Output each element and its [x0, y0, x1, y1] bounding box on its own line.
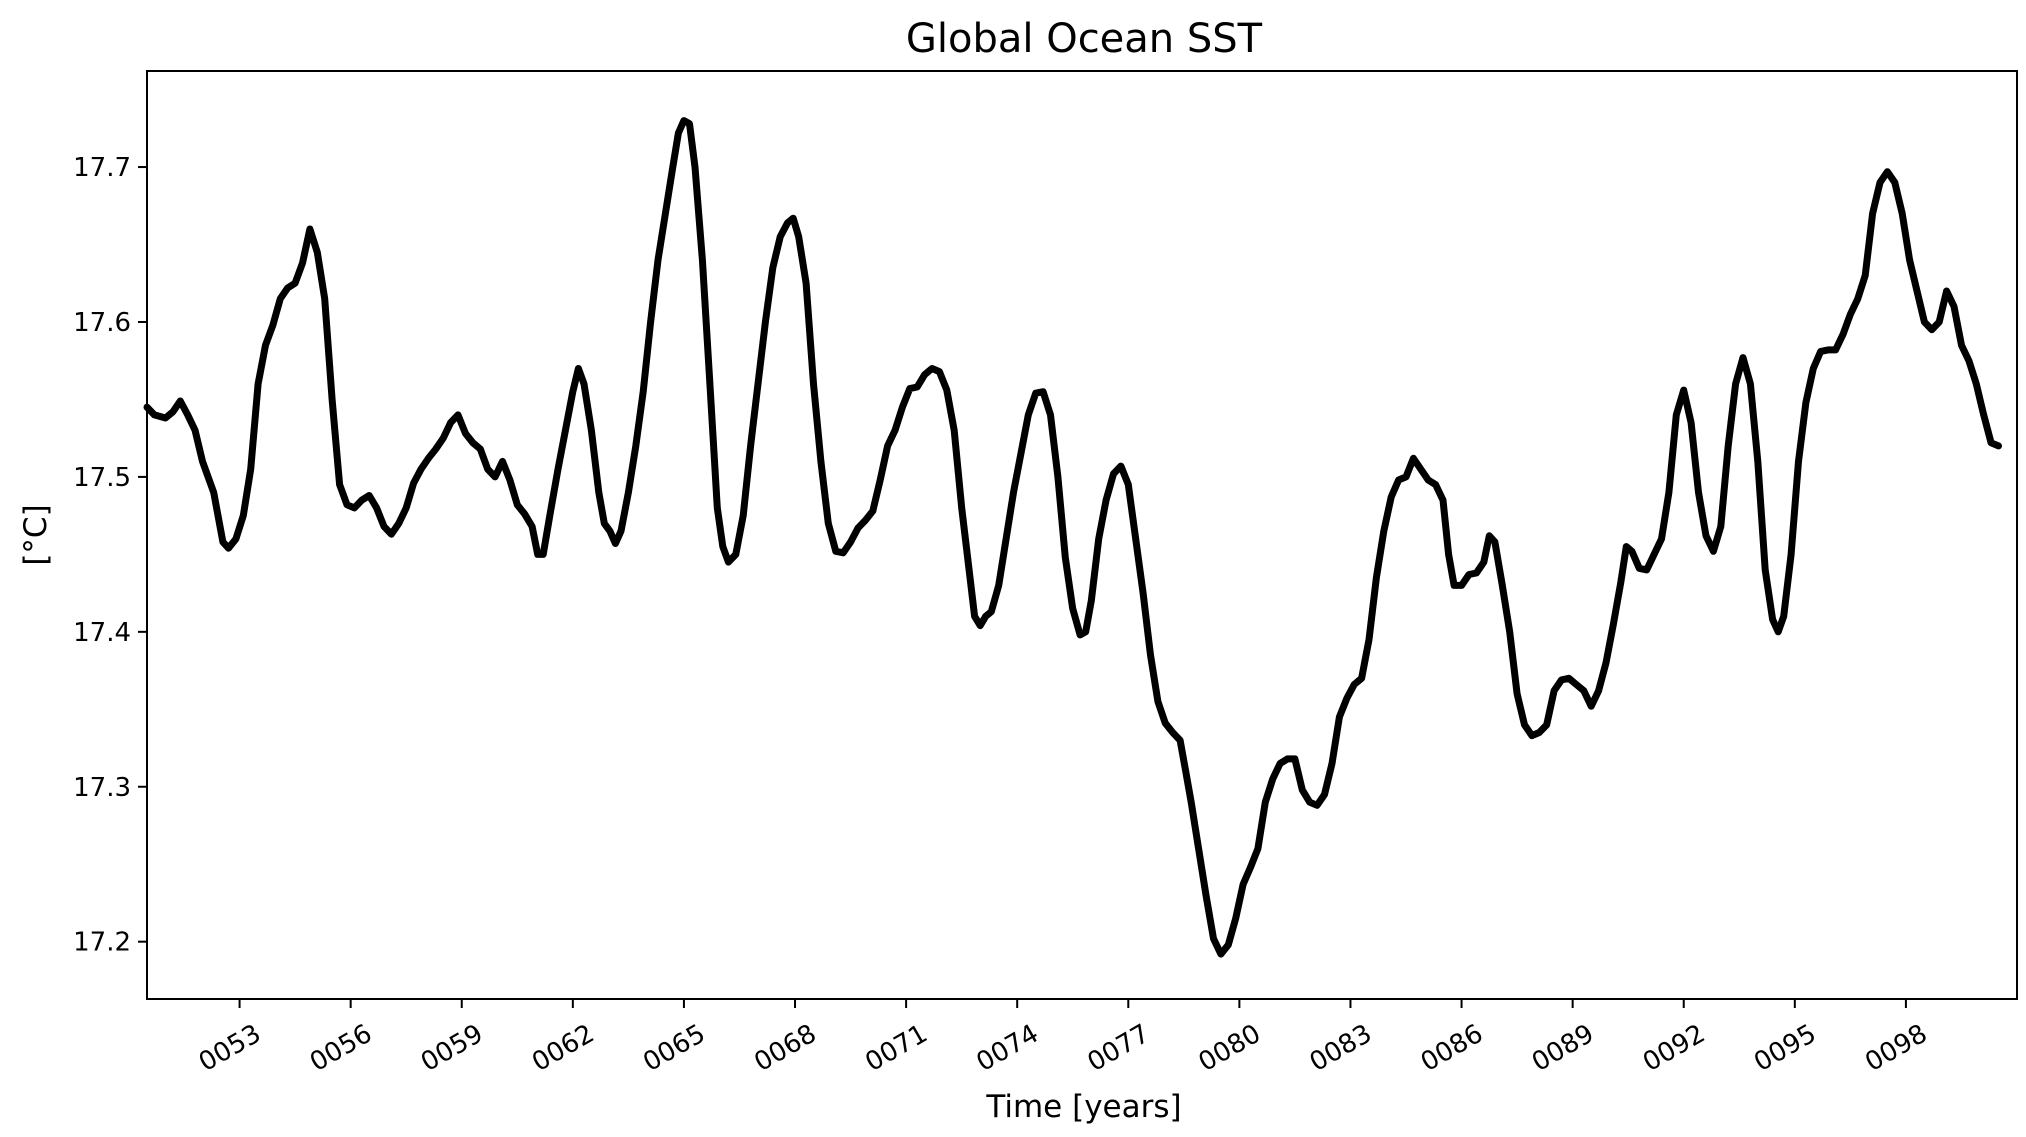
x-tick-label: 0080	[1194, 1019, 1266, 1078]
x-tick-label: 0071	[860, 1019, 932, 1078]
y-tick-label: 17.4	[73, 618, 131, 648]
chart-title: Global Ocean SST	[906, 16, 1263, 62]
x-tick-label: 0092	[1638, 1019, 1710, 1078]
x-tick-label: 0098	[1860, 1019, 1932, 1078]
x-tick-label: 0083	[1305, 1019, 1377, 1078]
y-tick-label: 17.3	[73, 773, 131, 803]
series-line	[143, 117, 2002, 958]
x-tick-label: 0095	[1749, 1019, 1821, 1078]
x-axis-ticks: 0053 0056 0059 0062 0065 0068 0071 0074 0077 0080…	[194, 999, 1933, 1078]
plot-area	[143, 70, 2018, 1000]
y-tick-label: 17.5	[73, 463, 131, 493]
y-axis-label: [°C]	[18, 504, 54, 565]
x-tick-label: 0062	[527, 1019, 599, 1078]
x-tick-label: 0077	[1083, 1019, 1155, 1078]
x-tick-label: 0056	[305, 1019, 377, 1078]
x-tick-label: 0065	[638, 1019, 710, 1078]
x-axis-label: Time [years]	[985, 1089, 1181, 1125]
x-tick-label: 0074	[971, 1019, 1043, 1078]
y-tick-label: 17.6	[73, 308, 131, 338]
y-tick-label: 17.2	[73, 928, 131, 958]
y-axis-ticks: 17.2 17.3 17.4 17.5 17.6 17.7	[73, 153, 147, 958]
x-tick-label: 0089	[1527, 1019, 1599, 1078]
x-tick-label: 0059	[416, 1019, 488, 1078]
x-tick-label: 0086	[1416, 1019, 1488, 1078]
y-tick-label: 17.7	[73, 153, 131, 183]
x-tick-label: 0068	[749, 1019, 821, 1078]
x-tick-label: 0053	[194, 1019, 266, 1078]
plot-frame	[146, 70, 2018, 1000]
